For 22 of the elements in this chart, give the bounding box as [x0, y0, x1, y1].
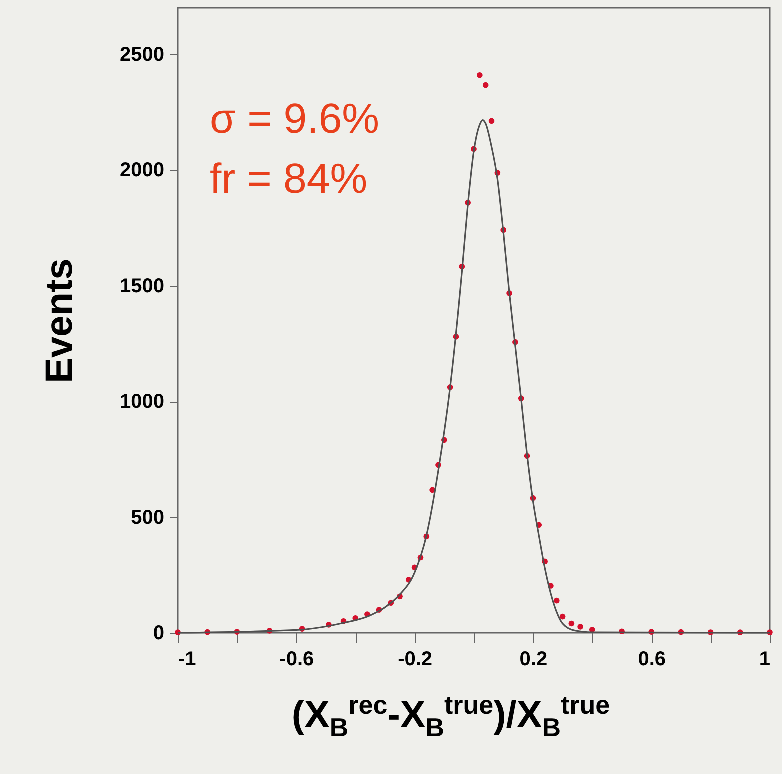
y-tick-label: 500: [131, 506, 164, 529]
x-tick-label: -0.2: [398, 648, 433, 670]
point: [560, 614, 566, 620]
y-tick-label: 1500: [120, 275, 164, 298]
x-tick-label: 1: [759, 648, 770, 670]
point: [482, 82, 489, 88]
annotation: fr = 84%: [210, 155, 368, 202]
point: [477, 72, 483, 78]
x-tick-label: 0.6: [638, 648, 666, 670]
x-tick-label: -1: [178, 648, 196, 670]
x-tick-label: -0.6: [280, 648, 314, 670]
point: [488, 118, 495, 124]
point: [568, 620, 575, 627]
annotation: σ = 9.6%: [210, 95, 380, 142]
point: [554, 598, 560, 604]
y-tick-label: 2500: [120, 44, 164, 66]
point: [578, 624, 584, 630]
y-axis-title: Events: [39, 258, 82, 384]
y-tick-label: 2000: [120, 160, 164, 182]
y-tick-label: 1000: [120, 391, 164, 414]
y-tick-label: 0: [153, 622, 164, 644]
x-tick-label: 0.2: [520, 648, 548, 670]
